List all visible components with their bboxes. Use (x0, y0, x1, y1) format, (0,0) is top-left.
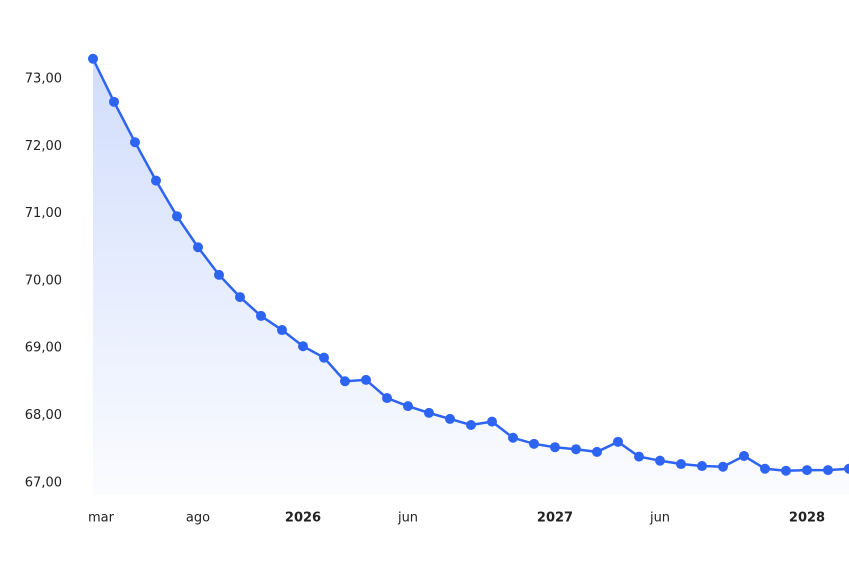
point (382, 393, 392, 404)
y-tick-label: 72,00 (25, 139, 62, 154)
point (256, 310, 266, 321)
point (718, 461, 728, 472)
point (88, 53, 98, 64)
point (277, 325, 287, 336)
point (844, 463, 849, 474)
point (571, 444, 581, 455)
point (823, 465, 833, 476)
point (802, 465, 812, 476)
point (613, 436, 623, 447)
point (235, 292, 245, 303)
point (361, 374, 371, 385)
point (634, 451, 644, 462)
y-tick-label: 69,00 (25, 341, 62, 356)
point (676, 459, 686, 470)
y-tick-label: 70,00 (25, 273, 62, 288)
y-tick-label: 73,00 (25, 71, 62, 86)
x-tick-label: ago (186, 511, 210, 526)
x-tick-label: mar (88, 511, 115, 526)
point (151, 175, 161, 186)
x-tick-label: jun (649, 511, 670, 526)
y-tick-label: 71,00 (25, 206, 62, 221)
point (445, 413, 455, 424)
point (529, 438, 539, 449)
y-tick-label: 68,00 (25, 408, 62, 423)
point (655, 455, 665, 466)
x-tick-label: 2028 (789, 511, 825, 526)
x-tick-label: 2026 (285, 511, 321, 526)
point (172, 211, 182, 222)
point (739, 450, 749, 461)
point (487, 416, 497, 427)
point (403, 401, 413, 412)
point (466, 419, 476, 430)
point (424, 407, 434, 418)
point (781, 465, 791, 476)
point (214, 269, 224, 280)
point (697, 461, 707, 472)
point (130, 137, 140, 148)
point (550, 442, 560, 453)
point (592, 446, 602, 457)
y-tick-label: 67,00 (25, 475, 62, 490)
point (340, 376, 350, 387)
point (319, 352, 329, 363)
x-tick-label: 2027 (537, 511, 573, 526)
area (93, 58, 849, 495)
point (508, 432, 518, 443)
point (760, 463, 770, 474)
x-tick-label: jun (397, 511, 418, 526)
point (193, 242, 203, 253)
point (109, 96, 119, 107)
point (298, 341, 308, 352)
